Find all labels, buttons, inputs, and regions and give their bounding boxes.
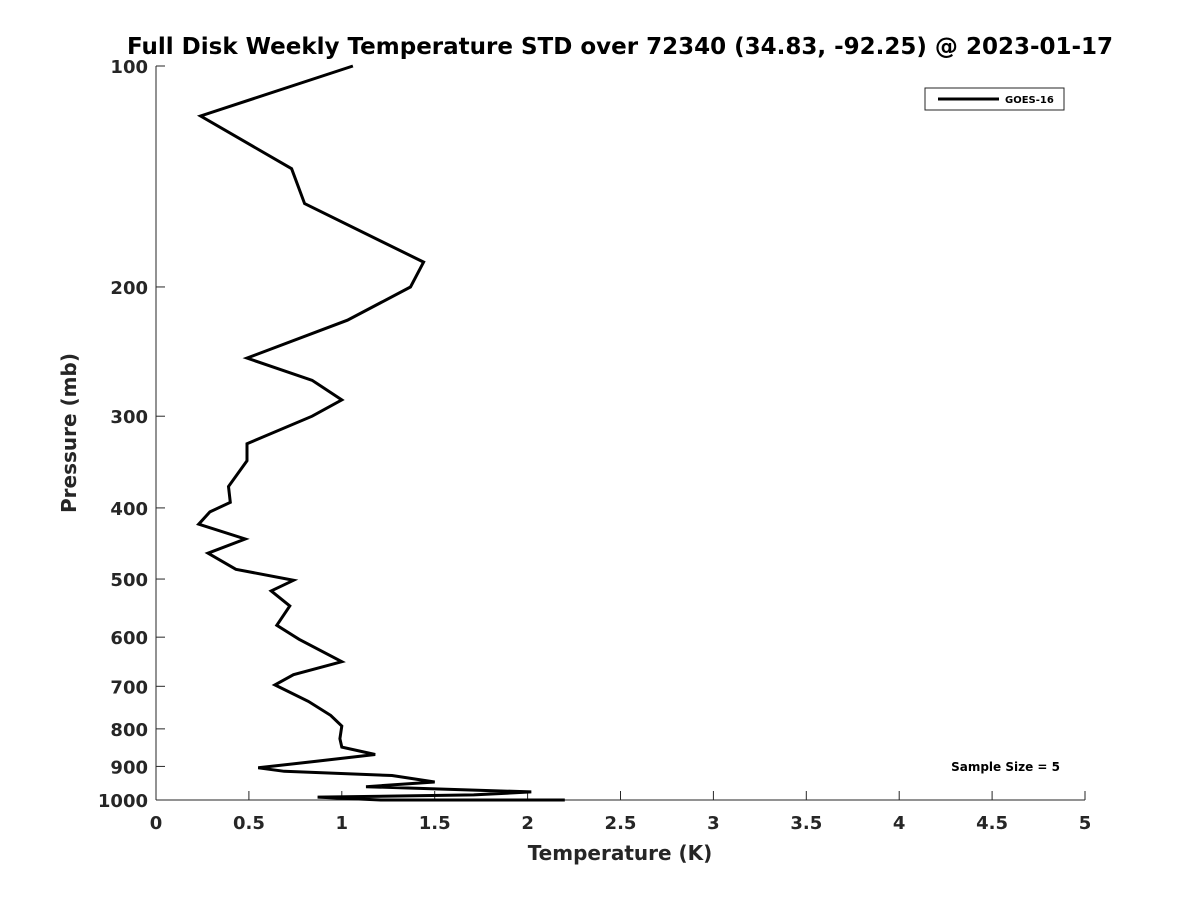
legend-label-goes-16: GOES-16 [1005,95,1054,106]
y-tick-label: 800 [110,720,148,741]
x-tick-label: 4 [893,813,906,834]
x-ticks: 0 0.5 1 1.5 2 2.5 3 3.5 4 4.5 5 [150,791,1092,834]
y-tick-label: 1000 [98,791,148,812]
x-tick-label: 2 [521,813,534,834]
y-tick-label: 500 [110,570,148,591]
x-tick-label: 4.5 [976,813,1008,834]
y-tick-label: 900 [110,757,148,778]
chart-title: Full Disk Weekly Temperature STD over 72… [127,34,1113,60]
x-tick-label: 0 [150,813,163,834]
series-line-goes-16 [196,64,565,802]
y-ticks: 100 200 300 400 500 600 700 800 900 1000 [98,57,165,812]
x-tick-label: 1 [336,813,349,834]
y-tick-label: 400 [110,499,148,520]
legend: GOES-16 [924,87,1065,111]
x-tick-label: 3 [707,813,720,834]
y-tick-label: 600 [110,628,148,649]
y-axis-label: Pressure (mb) [57,353,81,513]
y-tick-label: 300 [110,407,148,428]
y-tick-label: 200 [110,278,148,299]
x-tick-label: 2.5 [605,813,637,834]
y-tick-label: 700 [110,677,148,698]
plot-area: 0 0.5 1 1.5 2 2.5 3 3.5 4 4.5 5 100 200 300 400 500 600… [98,57,1091,834]
x-axis-label: Temperature (K) [528,841,713,865]
y-tick-label: 100 [110,57,148,78]
x-tick-label: 0.5 [233,813,265,834]
x-tick-label: 3.5 [790,813,822,834]
x-tick-label: 5 [1079,813,1092,834]
x-tick-label: 1.5 [419,813,451,834]
sample-size-annotation: Sample Size = 5 [951,760,1060,774]
